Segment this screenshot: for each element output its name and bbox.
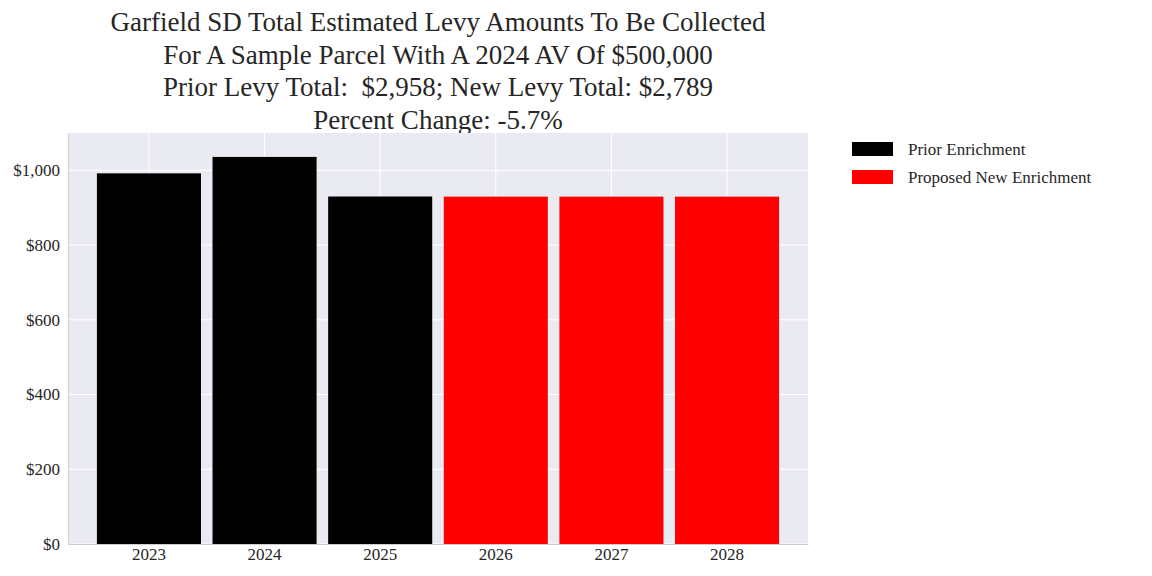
grid-line (68, 170, 808, 171)
y-tick: $200 (26, 460, 68, 479)
y-tick-label: $800 (26, 236, 60, 255)
y-tick: $800 (26, 236, 68, 255)
y-tick-label: $400 (26, 385, 60, 404)
x-tick-label: 2025 (363, 545, 397, 564)
legend-swatch (852, 170, 893, 184)
y-axis-line (68, 134, 69, 545)
bar (328, 197, 432, 544)
x-tick: 2027 (594, 544, 629, 564)
plot-background (68, 133, 808, 544)
x-tick-label: 2024 (248, 545, 283, 564)
bar (213, 157, 317, 544)
bar (675, 197, 779, 544)
legend-label: Proposed New Enrichment (908, 168, 1091, 187)
y-tick-label: $200 (26, 460, 60, 479)
y-tick-label: $1,000 (13, 161, 60, 180)
legend: Prior Enrichment Proposed New Enrichment (852, 140, 1091, 187)
y-axis: $0 $200 $400 $600 $800 $1,000 (13, 134, 68, 554)
grid (68, 133, 808, 544)
chart: Garfield SD Total Estimated Levy Amounts… (0, 0, 1152, 576)
x-tick: 2024 (248, 544, 283, 564)
title: For A Sample Parcel With A 2024 AV Of $5… (163, 40, 712, 70)
bar (559, 197, 663, 544)
y-tick: $600 (26, 311, 68, 330)
x-tick: 2023 (132, 544, 166, 564)
x-tick-label: 2026 (479, 545, 513, 564)
y-tick-label: $600 (26, 311, 60, 330)
title: Garfield SD Total Estimated Levy Amounts… (110, 7, 766, 37)
x-axis-line (69, 544, 809, 545)
legend-label: Prior Enrichment (908, 140, 1026, 159)
x-tick: 2026 (479, 544, 513, 564)
x-tick-label: 2028 (710, 545, 744, 564)
legend-swatch (852, 142, 893, 156)
x-tick: 2025 (363, 544, 397, 564)
bar (444, 197, 548, 544)
y-tick: $400 (26, 385, 68, 404)
x-tick-label: 2023 (132, 545, 166, 564)
bar (97, 173, 201, 544)
title: Prior Levy Total: $2,958; New Levy Total… (163, 72, 713, 102)
x-axis: 2023 2024 2025 2026 2027 2028 (69, 544, 809, 564)
bars (97, 157, 779, 544)
y-tick: $1,000 (13, 161, 68, 180)
y-tick: $0 (43, 535, 68, 554)
y-tick-label: $0 (43, 535, 60, 554)
x-tick-label: 2027 (594, 545, 629, 564)
x-tick: 2028 (710, 544, 744, 564)
title: Percent Change: -5.7% (313, 105, 563, 135)
